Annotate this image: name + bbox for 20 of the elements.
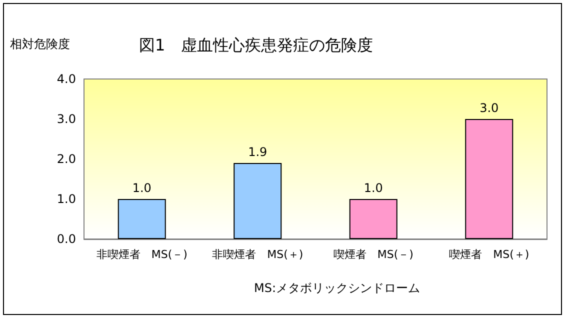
y-tick-label: 4.0 — [56, 72, 76, 86]
chart-title: 図1 虚血性心疾患発症の危険度 — [139, 36, 374, 54]
y-axis-title: 相対危険度 — [10, 37, 70, 51]
x-tick-label: 非喫煙者 MS(＋) — [212, 248, 304, 261]
text: MS:メタボリックシンドローム — [254, 281, 420, 295]
x-tick-label: 喫煙者 MS(－) — [333, 248, 414, 261]
x-tick-label: 喫煙者 MS(＋) — [449, 248, 530, 261]
y-tick-label: 2.0 — [56, 152, 76, 166]
bar — [465, 119, 514, 239]
data-label: 1.0 — [132, 181, 152, 195]
bar — [118, 199, 166, 239]
data-label: 1.0 — [364, 181, 383, 195]
bar — [234, 163, 282, 239]
y-tick-label: 3.0 — [56, 112, 76, 126]
y-tick-label: 0.0 — [56, 232, 76, 246]
y-tick-label: 1.0 — [56, 192, 76, 206]
data-label: 1.9 — [248, 145, 268, 159]
x-tick-label: 非喫煙者 MS(－) — [96, 248, 188, 261]
bar — [349, 199, 398, 239]
data-label: 3.0 — [480, 101, 499, 115]
